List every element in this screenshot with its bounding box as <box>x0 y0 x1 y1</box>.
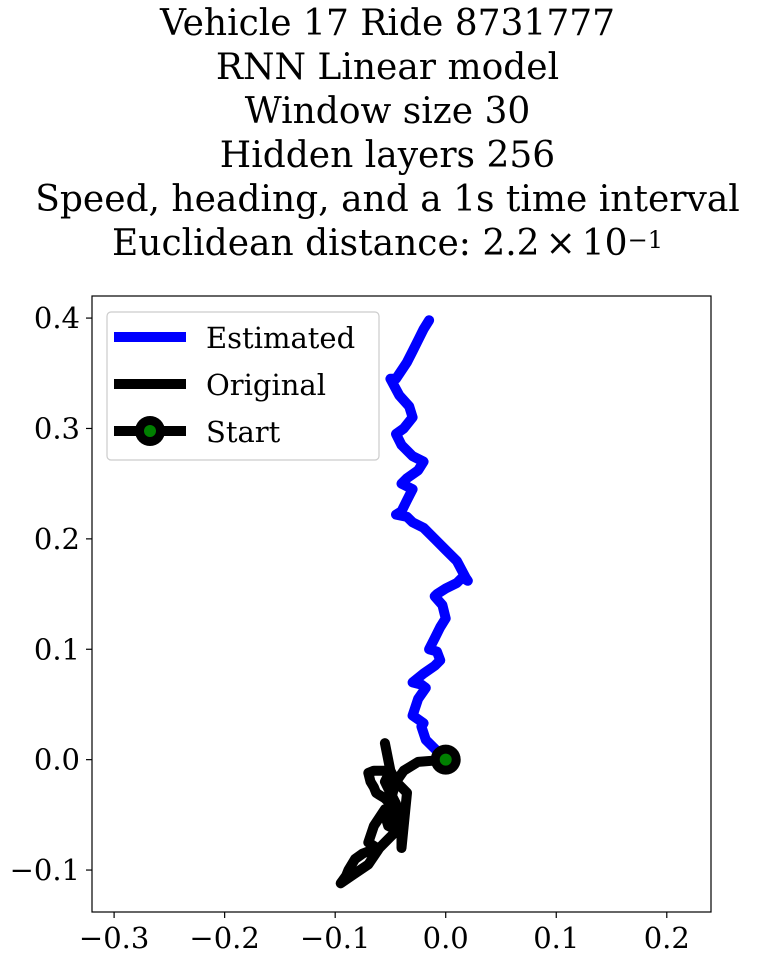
title-line-6-distance: Euclidean distance: 2.2 × 10−1 <box>0 222 775 266</box>
x-tick-label: 0.0 <box>423 921 469 955</box>
distance-base: 10 <box>581 223 628 264</box>
legend-box <box>106 311 380 461</box>
x-tick-label: −0.2 <box>189 921 259 955</box>
legend-label-start: Start <box>206 415 281 449</box>
y-tick-label: −0.1 <box>10 853 80 887</box>
title-line-3: Window size 30 <box>244 91 531 132</box>
title-line-4: Hidden layers 256 <box>219 135 556 176</box>
legend-label-estimated: Estimated <box>206 321 355 355</box>
distance-times: × <box>545 223 576 264</box>
x-tick-label: 0.2 <box>644 921 690 955</box>
legend-label-original: Original <box>206 368 326 402</box>
y-tick-label: 0.1 <box>34 632 80 666</box>
y-tick-label: 0.0 <box>34 743 80 777</box>
series-layer <box>335 315 473 889</box>
y-tick-label: 0.4 <box>34 301 80 335</box>
chart-title-block: Vehicle 17 Ride 8731777 RNN Linear model… <box>0 2 775 266</box>
distance-label: Euclidean distance: <box>112 223 483 264</box>
axes-frame <box>91 295 712 913</box>
title-line-5: Speed, heading, and a 1s time interval <box>35 179 740 220</box>
x-tick-label: −0.1 <box>300 921 370 955</box>
x-tick-label: −0.3 <box>79 921 149 955</box>
y-tick-label: 0.3 <box>34 411 80 445</box>
x-tick-label: 0.1 <box>533 921 579 955</box>
distance-mantissa: 2.2 <box>482 223 540 264</box>
legend: Estimated Original Start <box>106 311 380 461</box>
legend-swatch-start-marker-inner <box>144 425 156 437</box>
series-line-original <box>335 738 451 889</box>
title-line-1: Vehicle 17 Ride 8731777 <box>159 3 616 44</box>
series-line-estimated <box>385 315 473 765</box>
ticks-layer: −0.3 −0.2 −0.1 0.0 0.1 0.2 −0.1 0.0 0.1 0.2 0.3 0.4 <box>10 301 690 955</box>
start-marker-inner <box>439 753 452 766</box>
title-line-2: RNN Linear model <box>215 47 560 88</box>
y-tick-label: 0.2 <box>34 522 80 556</box>
distance-exponent: −1 <box>627 226 663 254</box>
